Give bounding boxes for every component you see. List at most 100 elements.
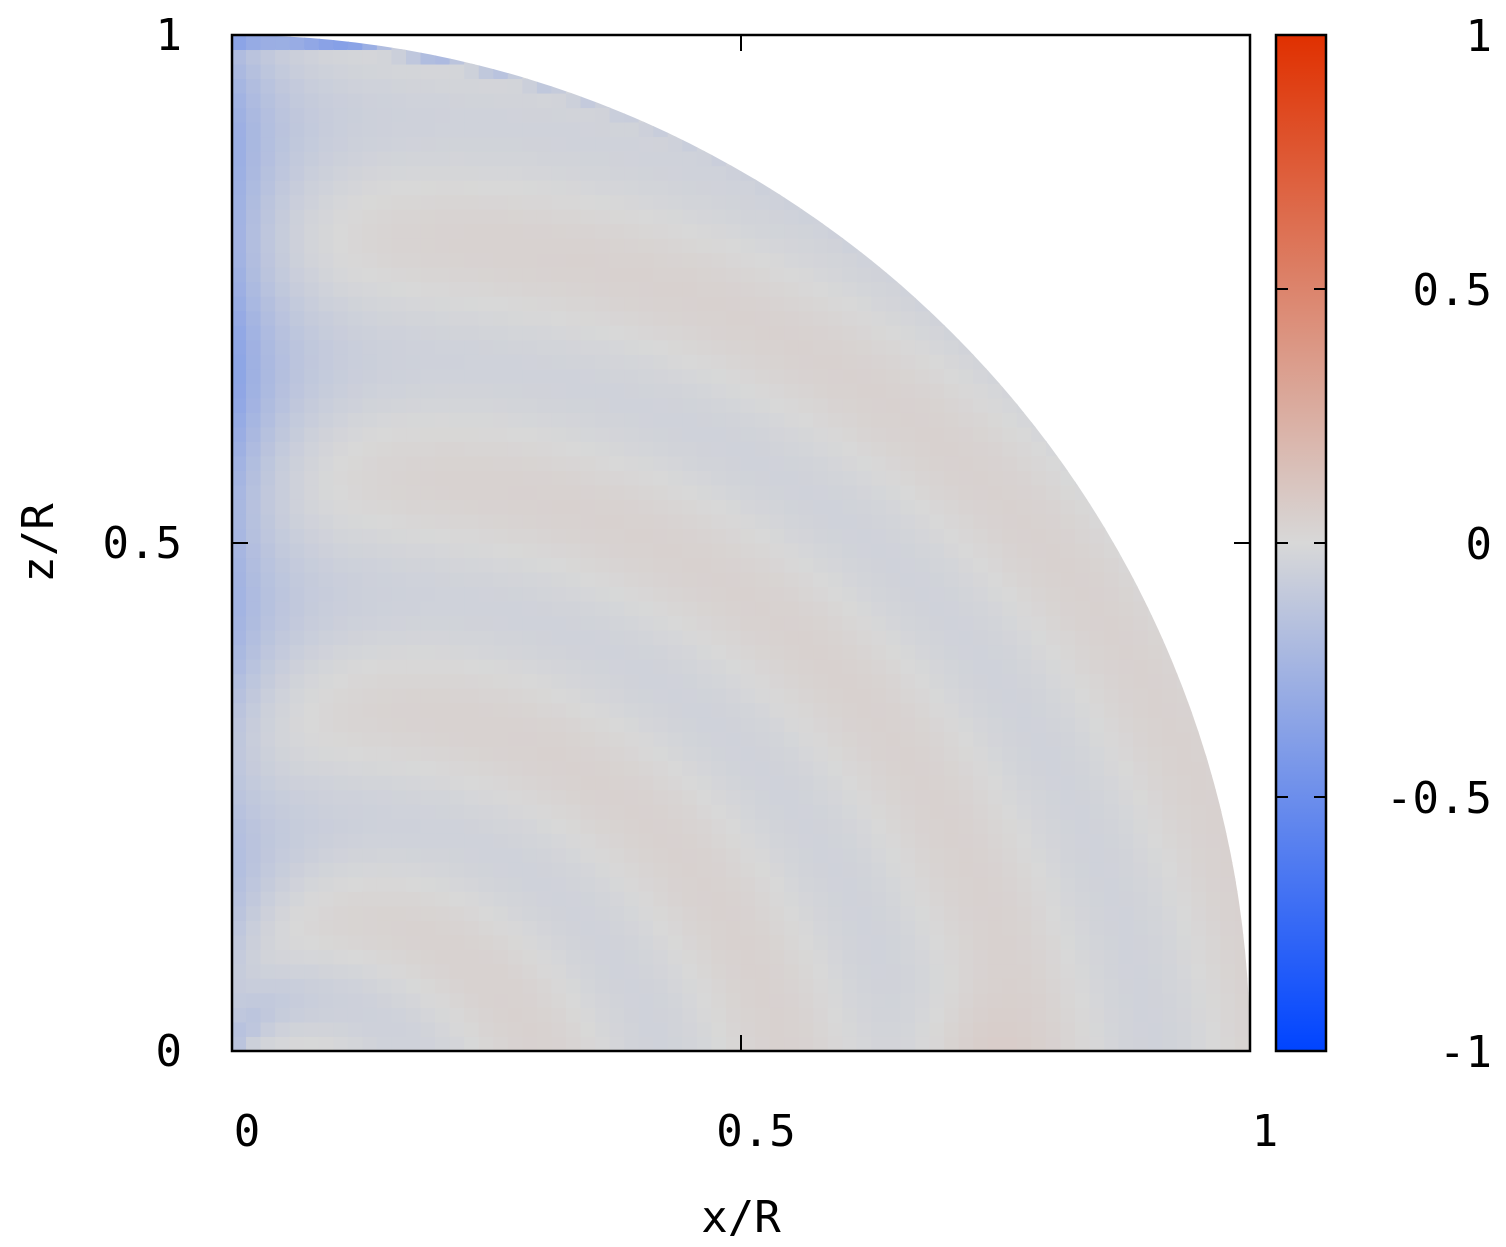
heatmap-cell: [944, 629, 960, 646]
heatmap-cell: [638, 803, 655, 820]
heatmap-cell: [958, 832, 975, 849]
heatmap-cell: [638, 963, 655, 979]
heatmap-cell: [406, 571, 422, 588]
heatmap-cell: [376, 368, 393, 384]
heatmap-cell: [958, 368, 975, 384]
heatmap-cell: [784, 310, 800, 326]
heatmap-cell: [740, 310, 757, 326]
heatmap-cell: [813, 629, 829, 646]
heatmap-cell: [667, 890, 684, 907]
heatmap-cell: [318, 861, 335, 878]
heatmap-cell: [813, 702, 829, 718]
heatmap-cell: [595, 469, 611, 486]
heatmap-cell: [318, 411, 335, 428]
heatmap-cell: [1002, 673, 1018, 689]
heatmap-cell: [682, 586, 698, 602]
heatmap-cell: [725, 716, 742, 733]
heatmap-cell: [987, 673, 1004, 689]
heatmap-cell: [609, 324, 626, 341]
heatmap-cell: [565, 527, 582, 544]
heatmap-cell: [333, 513, 349, 529]
heatmap-cell: [507, 223, 524, 239]
heatmap-cell: [1016, 760, 1033, 776]
heatmap-cell: [449, 774, 466, 791]
heatmap-cell: [609, 397, 626, 413]
heatmap-cell: [696, 861, 713, 878]
heatmap-cell: [856, 992, 873, 1008]
heatmap-cell: [1045, 716, 1062, 733]
heatmap-cell: [987, 760, 1004, 776]
heatmap-cell: [406, 1006, 422, 1023]
heatmap-cell: [973, 876, 989, 892]
heatmap-cell: [275, 498, 291, 515]
heatmap-cell: [507, 237, 524, 254]
heatmap-cell: [987, 658, 1004, 675]
heatmap-cell: [595, 165, 611, 181]
heatmap-cell: [638, 600, 655, 617]
heatmap-cell: [464, 760, 480, 776]
heatmap-cell: [900, 934, 917, 950]
heatmap-cell: [885, 745, 902, 762]
heatmap-cell: [493, 78, 509, 94]
heatmap-cell: [1089, 919, 1106, 936]
heatmap-cell: [813, 687, 829, 704]
heatmap-cell: [376, 78, 393, 94]
heatmap-cell: [232, 513, 248, 529]
heatmap-cell: [580, 745, 597, 762]
heatmap-cell: [289, 963, 306, 979]
heatmap-cell: [493, 731, 509, 747]
heatmap-cell: [769, 644, 786, 660]
heatmap-cell: [536, 194, 553, 210]
heatmap-cell: [522, 440, 538, 457]
heatmap-cell: [1118, 760, 1135, 776]
heatmap-cell: [958, 803, 975, 820]
heatmap-cell: [522, 861, 538, 878]
heatmap-cell: [813, 223, 829, 239]
heatmap-cell: [929, 324, 946, 341]
heatmap-cell: [595, 498, 611, 515]
heatmap-cell: [973, 716, 989, 733]
heatmap-cell: [653, 469, 669, 486]
heatmap-cell: [1031, 440, 1047, 457]
heatmap-cell: [871, 368, 887, 384]
heatmap-cell: [1176, 992, 1193, 1008]
heatmap-cell: [638, 194, 655, 210]
heatmap-cell: [711, 237, 727, 254]
heatmap-cell: [871, 716, 887, 733]
heatmap-cell: [711, 484, 727, 500]
heatmap-cell: [740, 252, 757, 268]
heatmap-cell: [827, 484, 844, 500]
heatmap-cell: [929, 600, 946, 617]
heatmap-cell: [740, 440, 757, 457]
heatmap-cell: [246, 397, 262, 413]
heatmap-cell: [464, 803, 480, 820]
heatmap-cell: [376, 861, 393, 878]
heatmap-cell: [275, 673, 291, 689]
heatmap-cell: [624, 702, 640, 718]
heatmap-cell: [333, 716, 349, 733]
heatmap-cell: [638, 237, 655, 254]
heatmap-cell: [333, 237, 349, 254]
heatmap-cell: [507, 469, 524, 486]
heatmap-cell: [813, 513, 829, 529]
heatmap-cell: [1133, 687, 1149, 704]
heatmap-cell: [391, 513, 408, 529]
heatmap-cell: [347, 832, 364, 849]
heatmap-cell: [391, 673, 408, 689]
heatmap-cell: [464, 121, 480, 138]
heatmap-cell: [711, 571, 727, 588]
heatmap-cell: [478, 731, 495, 747]
heatmap-cell: [813, 266, 829, 283]
y-tick-label: 0.5: [103, 518, 182, 569]
heatmap-cell: [987, 498, 1004, 515]
heatmap-cell: [406, 179, 422, 196]
heatmap-cell: [565, 92, 582, 109]
heatmap-cell: [711, 774, 727, 791]
heatmap-cell: [798, 266, 815, 283]
heatmap-cell: [333, 397, 349, 413]
heatmap-cell: [246, 963, 262, 979]
heatmap-cell: [289, 1021, 306, 1037]
heatmap-cell: [260, 963, 277, 979]
heatmap-cell: [304, 208, 320, 225]
heatmap-cell: [871, 484, 887, 500]
